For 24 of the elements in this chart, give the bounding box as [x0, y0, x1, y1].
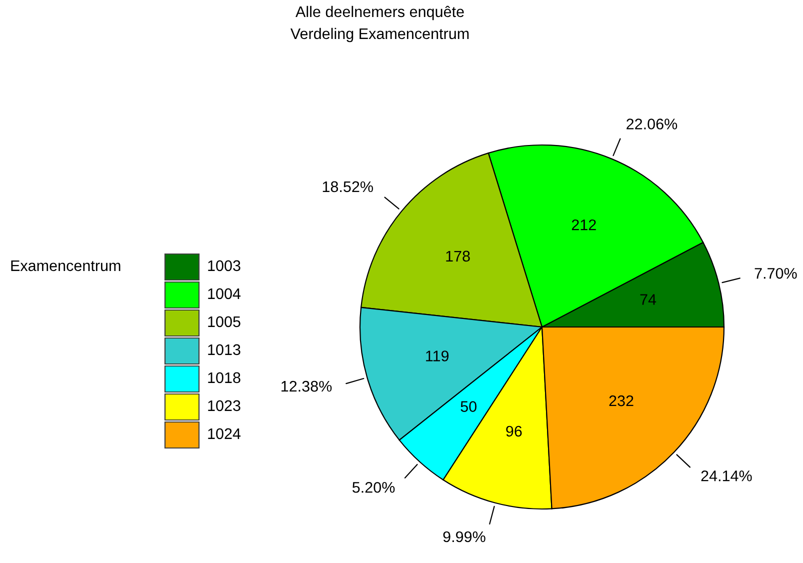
text: 24.14% — [701, 470, 752, 482]
text: 5.20% — [352, 482, 395, 493]
data-label: 74 — [640, 294, 656, 305]
legend-label: 1005 — [208, 316, 240, 328]
legend-label: 1013 — [208, 344, 240, 356]
legend-label: 1018 — [208, 372, 240, 384]
text: 12.38% — [282, 380, 332, 392]
text: 7.70% — [754, 268, 797, 279]
legend-label: 1004 — [208, 288, 241, 300]
data-label: 178 — [446, 250, 470, 262]
text: 22.06% — [626, 118, 678, 130]
chart-title: Alle deelnemers enquête — [296, 6, 464, 20]
data-label: 96 — [506, 426, 522, 437]
data-label: 50 — [460, 401, 476, 412]
legend-title: Examencentrum — [11, 260, 120, 272]
legend-label: 1023 — [208, 400, 240, 412]
data-label: 232 — [609, 395, 634, 406]
data-label: 119 — [426, 350, 449, 362]
text: 9.99% — [443, 531, 486, 542]
text: 18.52% — [322, 181, 373, 192]
legend-label: 1003 — [208, 260, 240, 272]
legend-label: 1024 — [208, 428, 241, 440]
chart-subtitle: Verdeling Examencentrum — [290, 28, 469, 42]
data-label: 212 — [572, 219, 596, 230]
